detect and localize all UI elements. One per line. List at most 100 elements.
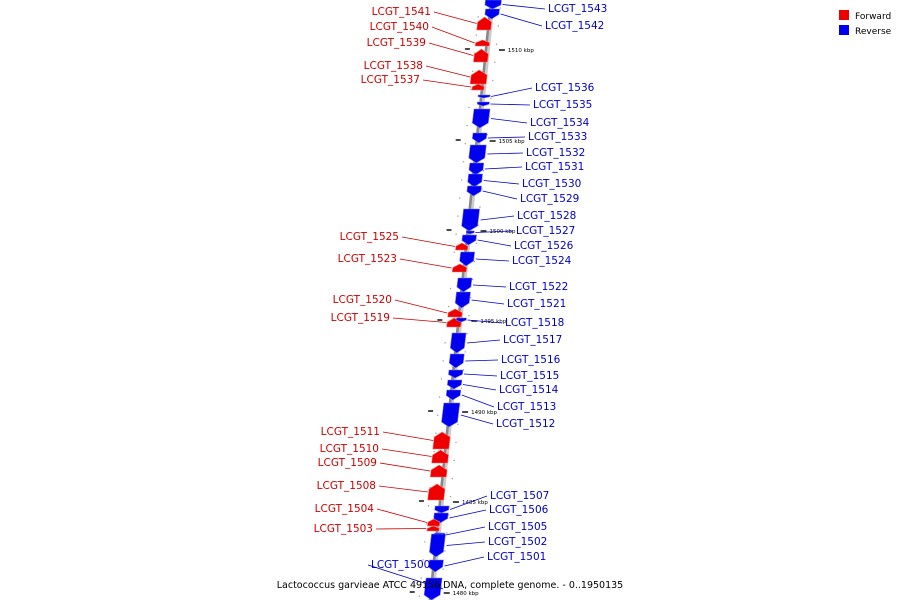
gene-arrow-lcgt-1536[interactable]	[477, 94, 491, 99]
gene-arrow-lcgt-1530[interactable]	[467, 173, 483, 188]
gene-label-lcgt-1543[interactable]: LCGT_1543	[548, 3, 607, 15]
gene-label-lcgt-1502[interactable]: LCGT_1502	[488, 536, 547, 548]
gene-label-lcgt-1536[interactable]: LCGT_1536	[535, 82, 595, 94]
gene-arrow-lcgt-1521[interactable]	[454, 291, 471, 309]
gene-label-lcgt-1525[interactable]: LCGT_1525	[340, 231, 399, 243]
leader-line-lcgt-1539	[428, 42, 474, 56]
gene-label-lcgt-1518[interactable]: LCGT_1518	[505, 317, 564, 329]
gene-arrow-lcgt-1526[interactable]	[461, 234, 477, 246]
gene-arrow-lcgt-1527[interactable]	[465, 230, 475, 235]
gene-label-lcgt-1509[interactable]: LCGT_1509	[318, 457, 377, 469]
gene-label-lcgt-1526[interactable]: LCGT_1526	[514, 240, 574, 252]
gene-label-lcgt-1517[interactable]: LCGT_1517	[503, 334, 562, 346]
gene-label-lcgt-1540[interactable]: LCGT_1540	[370, 21, 429, 33]
gene-arrow-lcgt-1520[interactable]	[447, 308, 463, 318]
gene-label-lcgt-1519[interactable]: LCGT_1519	[331, 312, 390, 324]
gene-label-lcgt-1503[interactable]: LCGT_1503	[314, 523, 373, 535]
leader-line-lcgt-1537	[422, 79, 472, 88]
gene-label-lcgt-1504[interactable]: LCGT_1504	[315, 503, 375, 515]
gene-arrow-lcgt-1500[interactable]	[423, 577, 443, 600]
gene-label-lcgt-1516[interactable]: LCGT_1516	[501, 354, 561, 366]
gene-label-lcgt-1513[interactable]: LCGT_1513	[497, 401, 556, 413]
minor-tick-dot	[455, 441, 457, 444]
gene-label-lcgt-1531[interactable]: LCGT_1531	[525, 161, 584, 173]
gene-label-lcgt-1532[interactable]: LCGT_1532	[526, 147, 585, 159]
gene-label-lcgt-1510[interactable]: LCGT_1510	[320, 443, 379, 455]
gene-label-lcgt-1515[interactable]: LCGT_1515	[500, 370, 559, 382]
leader-line-lcgt-1541	[433, 11, 477, 24]
minor-tick-dot	[472, 70, 474, 73]
minor-tick-dot	[444, 550, 446, 552]
gene-arrow-lcgt-1531[interactable]	[468, 162, 485, 176]
gene-arrow-lcgt-1523[interactable]	[451, 263, 468, 273]
gene-label-lcgt-1506[interactable]: LCGT_1506	[489, 504, 549, 516]
gene-label-lcgt-1527[interactable]: LCGT_1527	[516, 225, 575, 237]
gene-arrow-lcgt-1502[interactable]	[429, 533, 446, 558]
gene-arrow-lcgt-1535[interactable]	[476, 101, 490, 107]
gene-arrow-lcgt-1512[interactable]	[441, 402, 461, 428]
gene-label-lcgt-1520[interactable]: LCGT_1520	[333, 294, 392, 306]
minor-tick-dot	[437, 414, 439, 416]
gene-arrow-lcgt-1537[interactable]	[471, 83, 485, 91]
gene-arrow-lcgt-1503[interactable]	[426, 525, 440, 532]
gene-arrow-lcgt-1540[interactable]	[474, 39, 490, 47]
gene-label-lcgt-1523[interactable]: LCGT_1523	[338, 253, 397, 265]
gene-label-lcgt-1528[interactable]: LCGT_1528	[517, 210, 576, 222]
gene-label-lcgt-1501[interactable]: LCGT_1501	[487, 551, 546, 563]
leader-line-lcgt-1530	[483, 180, 520, 185]
gene-label-lcgt-1514[interactable]: LCGT_1514	[499, 384, 559, 396]
gene-arrow-lcgt-1528[interactable]	[461, 208, 480, 232]
gene-label-lcgt-1533[interactable]: LCGT_1533	[528, 131, 587, 143]
gene-arrow-lcgt-1515[interactable]	[448, 369, 464, 379]
legend-swatch-forward	[839, 10, 849, 20]
gene-label-lcgt-1500[interactable]: LCGT_1500	[371, 559, 430, 571]
gene-label-lcgt-1534[interactable]: LCGT_1534	[530, 117, 590, 129]
gene-label-lcgt-1521[interactable]: LCGT_1521	[507, 298, 566, 310]
gene-label-lcgt-1512[interactable]: LCGT_1512	[496, 418, 555, 430]
gene-arrow-lcgt-1511[interactable]	[432, 431, 451, 450]
gene-arrow-lcgt-1542[interactable]	[484, 8, 500, 20]
minor-tick-dot	[444, 342, 446, 344]
gene-arrow-lcgt-1541[interactable]	[476, 16, 492, 31]
leader-line-lcgt-1522	[473, 284, 507, 288]
gene-label-lcgt-1537[interactable]: LCGT_1537	[361, 74, 420, 86]
gene-arrow-lcgt-1513[interactable]	[445, 389, 462, 401]
gene-arrow-lcgt-1539[interactable]	[473, 48, 489, 63]
gene-arrow-lcgt-1514[interactable]	[446, 379, 463, 390]
minor-tick-dot	[420, 577, 422, 579]
leader-line-lcgt-1536	[491, 87, 533, 97]
gene-arrow-lcgt-1510[interactable]	[431, 449, 449, 464]
strand-legend: Forward Reverse	[839, 10, 892, 37]
gene-label-lcgt-1530[interactable]: LCGT_1530	[522, 178, 581, 190]
gene-arrow-lcgt-1543[interactable]	[484, 0, 502, 10]
gene-arrow-lcgt-1533[interactable]	[471, 132, 488, 144]
gene-arrow-lcgt-1525[interactable]	[455, 242, 469, 251]
gene-arrow-lcgt-1517[interactable]	[449, 332, 467, 354]
gene-label-lcgt-1505[interactable]: LCGT_1505	[488, 521, 547, 533]
gene-arrow-lcgt-1529[interactable]	[466, 185, 482, 197]
gene-label-lcgt-1539[interactable]: LCGT_1539	[367, 37, 426, 49]
gene-label-lcgt-1522[interactable]: LCGT_1522	[509, 281, 568, 293]
gene-label-lcgt-1508[interactable]: LCGT_1508	[317, 480, 376, 492]
minor-tick-dot	[497, 25, 499, 27]
gene-arrow-lcgt-1518[interactable]	[455, 317, 467, 323]
gene-arrow-lcgt-1516[interactable]	[448, 353, 465, 369]
gene-arrow-lcgt-1522[interactable]	[456, 277, 473, 293]
gene-label-lcgt-1542[interactable]: LCGT_1542	[545, 20, 604, 32]
gene-arrow-lcgt-1534[interactable]	[471, 108, 491, 129]
gene-arrow-lcgt-1524[interactable]	[459, 251, 476, 267]
gene-label-lcgt-1529[interactable]: LCGT_1529	[520, 193, 579, 205]
gene-arrow-lcgt-1501[interactable]	[428, 559, 444, 573]
gene-label-lcgt-1524[interactable]: LCGT_1524	[512, 255, 572, 267]
gene-arrow-lcgt-1508[interactable]	[427, 483, 446, 501]
gene-label-lcgt-1535[interactable]: LCGT_1535	[533, 99, 592, 111]
gene-label-lcgt-1541[interactable]: LCGT_1541	[372, 6, 431, 18]
leader-line-lcgt-1526	[477, 239, 512, 247]
gene-arrow-lcgt-1507[interactable]	[434, 505, 450, 514]
gene-arrow-lcgt-1532[interactable]	[468, 144, 487, 164]
gene-label-lcgt-1511[interactable]: LCGT_1511	[321, 426, 380, 438]
gene-label-lcgt-1507[interactable]: LCGT_1507	[490, 490, 549, 502]
gene-arrow-lcgt-1509[interactable]	[429, 464, 448, 478]
gene-label-lcgt-1538[interactable]: LCGT_1538	[364, 60, 423, 72]
leader-line-lcgt-1518	[467, 319, 503, 324]
